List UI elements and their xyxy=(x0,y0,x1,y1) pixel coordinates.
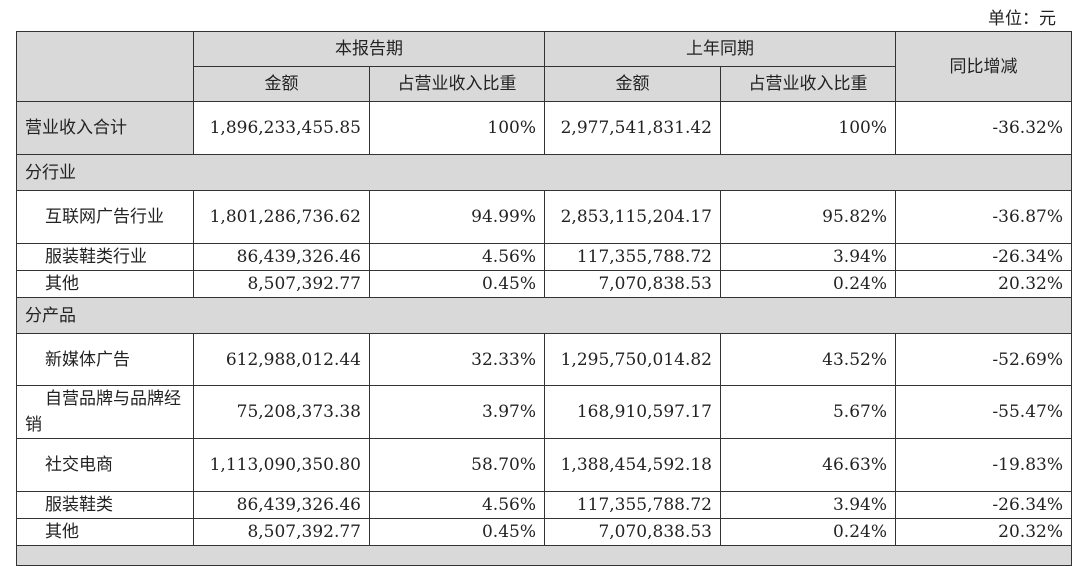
yoy-change: -55.47% xyxy=(895,385,1072,439)
table-row: 服装鞋类 86,439,326.46 4.56% 117,355,788.72 3.94… xyxy=(16,491,1072,519)
cur-amount: 86,439,326.46 xyxy=(193,491,370,519)
cur-amount: 8,507,392.77 xyxy=(193,518,370,546)
revenue-table: 本报告期 上年同期 同比增减 金额 占营业收入比重 金额 占营业收入比重 营业收… xyxy=(16,31,1072,566)
yoy-change: -36.87% xyxy=(895,190,1072,244)
row-label: 新媒体广告 xyxy=(16,333,194,386)
header-prior-period: 上年同期 xyxy=(544,31,896,67)
prior-amount: 117,355,788.72 xyxy=(544,243,721,271)
section-title: 分行业 xyxy=(16,154,1072,191)
row-label: 互联网广告行业 xyxy=(16,190,194,244)
section-title: 分产品 xyxy=(16,297,1072,334)
cur-amount: 75,208,373.38 xyxy=(193,385,370,439)
header-yoy-change: 同比增减 xyxy=(895,31,1072,102)
yoy-change: -19.83% xyxy=(895,438,1072,492)
prior-amount: 117,355,788.72 xyxy=(544,491,721,519)
prior-ratio: 3.94% xyxy=(720,243,896,271)
yoy-change: -26.34% xyxy=(895,243,1072,271)
row-label: 营业收入合计 xyxy=(16,101,194,155)
prior-ratio: 95.82% xyxy=(720,190,896,244)
yoy-change: -36.32% xyxy=(895,101,1072,155)
prior-ratio: 5.67% xyxy=(720,385,896,439)
header-ratio: 占营业收入比重 xyxy=(720,66,896,102)
prior-amount: 7,070,838.53 xyxy=(544,518,721,546)
cur-amount: 1,896,233,455.85 xyxy=(193,101,370,155)
row-label: 其他 xyxy=(16,270,194,298)
prior-amount: 2,977,541,831.42 xyxy=(544,101,721,155)
prior-ratio: 0.24% xyxy=(720,270,896,298)
header-current-period: 本报告期 xyxy=(193,31,545,67)
table-row: 社交电商 1,113,090,350.80 58.70% 1,388,454,592.… xyxy=(16,438,1072,492)
cur-ratio: 4.56% xyxy=(369,243,545,271)
prior-ratio: 0.24% xyxy=(720,518,896,546)
cur-ratio: 58.70% xyxy=(369,438,545,492)
prior-amount: 1,388,454,592.18 xyxy=(544,438,721,492)
cur-ratio: 4.56% xyxy=(369,491,545,519)
cur-amount: 612,988,012.44 xyxy=(193,333,370,386)
cur-ratio: 0.45% xyxy=(369,518,545,546)
prior-amount: 1,295,750,014.82 xyxy=(544,333,721,386)
table-row: 其他 8,507,392.77 0.45% 7,070,838.53 0.24% 20.3… xyxy=(16,270,1072,298)
section-row: 分行业 xyxy=(16,154,1072,191)
section-row: 分产品 xyxy=(16,297,1072,334)
table-row: 其他 8,507,392.77 0.45% 7,070,838.53 0.24% 20.3… xyxy=(16,518,1072,546)
cur-ratio: 94.99% xyxy=(369,190,545,244)
row-label: 服装鞋类行业 xyxy=(16,243,194,271)
total-row: 营业收入合计 1,896,233,455.85 100% 2,977,541,8… xyxy=(16,101,1072,155)
cur-amount: 1,113,090,350.80 xyxy=(193,438,370,492)
header-ratio: 占营业收入比重 xyxy=(369,66,545,102)
cur-ratio: 0.45% xyxy=(369,270,545,298)
row-label: 其他 xyxy=(16,518,194,546)
corner-cell xyxy=(16,31,194,102)
cur-amount: 86,439,326.46 xyxy=(193,243,370,271)
prior-ratio: 43.52% xyxy=(720,333,896,386)
prior-ratio: 46.63% xyxy=(720,438,896,492)
row-label: 社交电商 xyxy=(16,438,194,492)
prior-ratio: 100% xyxy=(720,101,896,155)
header-amount: 金额 xyxy=(544,66,721,102)
prior-amount: 2,853,115,204.17 xyxy=(544,190,721,244)
table-row: 自营品牌与品牌经销 75,208,373.38 3.97% 168,910,597.1… xyxy=(16,385,1072,439)
yoy-change: -26.34% xyxy=(895,491,1072,519)
header-amount: 金额 xyxy=(193,66,370,102)
cur-amount: 1,801,286,736.62 xyxy=(193,190,370,244)
yoy-change: -52.69% xyxy=(895,333,1072,386)
cur-ratio: 3.97% xyxy=(369,385,545,439)
yoy-change: 20.32% xyxy=(895,518,1072,546)
prior-ratio: 3.94% xyxy=(720,491,896,519)
cur-ratio: 32.33% xyxy=(369,333,545,386)
cur-ratio: 100% xyxy=(369,101,545,155)
table-row: 新媒体广告 612,988,012.44 32.33% 1,295,750,014.8… xyxy=(16,333,1072,386)
prior-amount: 7,070,838.53 xyxy=(544,270,721,298)
cur-amount: 8,507,392.77 xyxy=(193,270,370,298)
row-label: 自营品牌与品牌经销 xyxy=(16,385,194,439)
yoy-change: 20.32% xyxy=(895,270,1072,298)
row-label: 服装鞋类 xyxy=(16,491,194,519)
unit-label: 单位：元 xyxy=(988,9,1056,29)
table-row: 服装鞋类行业 86,439,326.46 4.56% 117,355,788.72 3.… xyxy=(16,243,1072,271)
table-row: 互联网广告行业 1,801,286,736.62 94.99% 2,853,115,2… xyxy=(16,190,1072,244)
prior-amount: 168,910,597.17 xyxy=(544,385,721,439)
